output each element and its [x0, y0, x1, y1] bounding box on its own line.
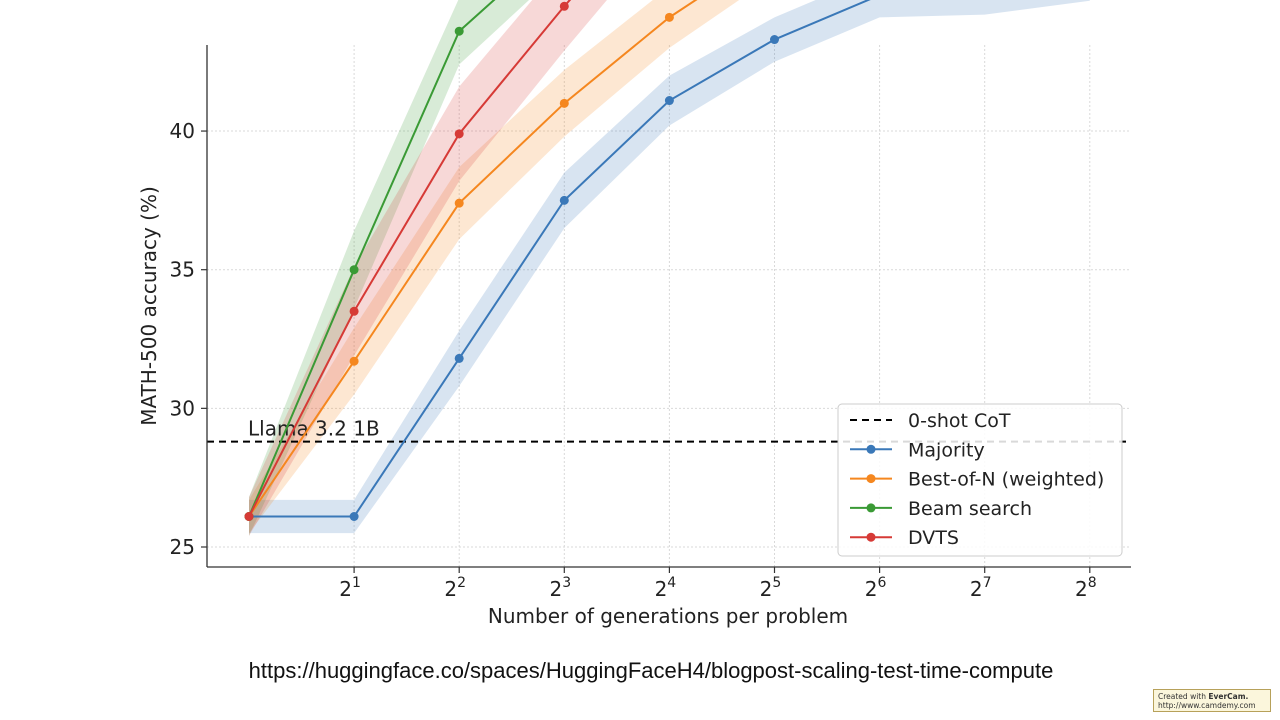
legend-label: DVTS: [908, 527, 959, 549]
legend-label: Best-of-N (weighted): [908, 469, 1104, 491]
point-majority: [349, 511, 359, 521]
legend-marker: [866, 444, 876, 454]
tick-labels: 25303540455055602122232425262728: [170, 0, 1097, 601]
legend-label: Majority: [908, 439, 985, 461]
y-tick-label: 35: [170, 258, 195, 282]
confidence-bands: [249, 0, 1090, 536]
x-tick-label: 23: [549, 575, 571, 601]
y-tick-label: 30: [170, 396, 195, 420]
x-tick-label: 25: [760, 575, 782, 601]
y-tick-label: 25: [170, 535, 195, 559]
x-tick-label: 22: [444, 575, 466, 601]
x-tick-label: 26: [865, 575, 887, 601]
legend-marker: [866, 503, 876, 513]
legend-marker: [866, 532, 876, 542]
legend-marker: [866, 474, 876, 484]
watermark-url: http://www.camdemy.com: [1158, 701, 1256, 710]
point-dvts: [559, 1, 569, 11]
x-tick-label: 21: [339, 575, 361, 601]
x-tick-label: 24: [655, 575, 677, 601]
evercam-watermark: Created with EverCam. http://www.camdemy…: [1153, 689, 1271, 712]
legend-label: Beam search: [908, 498, 1032, 520]
point-dvts: [349, 306, 359, 316]
x-tick-label: 27: [970, 575, 992, 601]
series-lines: [244, 0, 871, 521]
line-dvts: [248, 0, 572, 517]
point-beam-search: [349, 265, 359, 275]
point-majority: [664, 96, 674, 106]
x-tick-label: 28: [1075, 575, 1097, 601]
legend-frame: [837, 403, 1123, 557]
point-majority: [454, 353, 464, 363]
point-beam-search: [454, 26, 464, 36]
point-best-of-n-weighted: [349, 356, 359, 366]
point-dvts: [454, 129, 464, 139]
point-dvts: [244, 511, 254, 521]
point-majority: [559, 195, 569, 205]
line-beam-search: [248, 0, 496, 517]
point-best-of-n-weighted: [454, 198, 464, 208]
band-majority: [249, 0, 1090, 534]
legend-label: 0-shot CoT: [908, 410, 1011, 432]
point-best-of-n-weighted: [664, 12, 674, 22]
y-tick-label: 40: [170, 119, 195, 143]
y-tick-label: 45: [170, 0, 195, 4]
legend: 0-shot CoT Majority Best-of-N (weighted) Be…: [837, 403, 1123, 557]
grid-lines: [207, 45, 1131, 567]
watermark-prefix: Created with: [1158, 692, 1206, 701]
watermark-brand: EverCam.: [1208, 692, 1249, 701]
y-axis-label: MATH-500 accuracy (%): [137, 186, 161, 426]
point-majority: [770, 35, 779, 45]
source-url: https://huggingface.co/spaces/HuggingFac…: [248, 658, 1054, 683]
point-best-of-n-weighted: [559, 98, 569, 108]
x-axis-label: Number of generations per problem: [488, 604, 848, 628]
